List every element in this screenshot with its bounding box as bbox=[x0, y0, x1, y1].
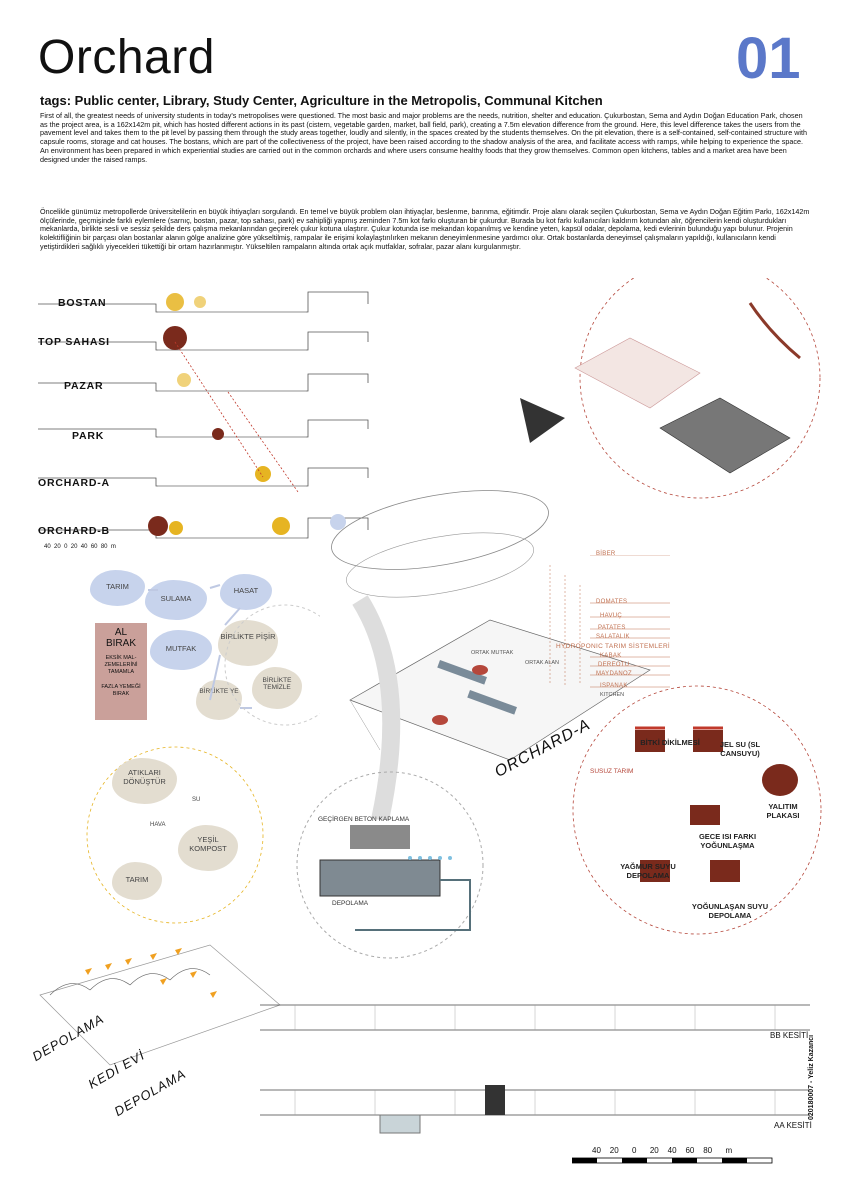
dry-step-jel: JEL SU (SL CANSUYU) bbox=[719, 740, 761, 758]
section-label-park: PARK bbox=[72, 430, 105, 442]
al-birak-box: AL BIRAK EKSİK MAL-ZEMELERİNİ TAMAMLA FA… bbox=[95, 623, 147, 720]
section-label-orchard-a: ORCHARD-A bbox=[38, 477, 110, 489]
dry-farming-drawing bbox=[572, 685, 822, 935]
dry-step-gece: GECE ISI FARKI YOĞUNLAŞMA bbox=[698, 832, 757, 850]
depolama-label: DEPOLAMA bbox=[332, 900, 369, 907]
section-label-top-sahasi: TOP SAHASI bbox=[38, 336, 110, 348]
dry-step-yagmur: YAĞMUR SUYU DEPOLAMA bbox=[620, 862, 676, 880]
section-label-bostan: BOSTAN bbox=[58, 297, 107, 309]
plant-label-domates: DOMATES bbox=[596, 599, 628, 605]
su-label: SU bbox=[192, 797, 201, 803]
page-title: Orchard bbox=[38, 31, 215, 84]
dry-step-yalitim: YALITIM PLAKASI bbox=[766, 802, 800, 820]
plant-label-kabak: KABAK bbox=[600, 653, 622, 659]
cycle-arrows bbox=[148, 584, 320, 726]
plan-label-kitchen: KITCHEN bbox=[600, 692, 625, 698]
site-sections-drawing bbox=[38, 291, 369, 539]
plant-label-havuc: HAVUÇ bbox=[600, 613, 623, 619]
blob-tarim: TARIM bbox=[90, 570, 145, 606]
blob-waste-tarim: TARIM bbox=[112, 862, 162, 900]
plant-label-biber: BİBER bbox=[596, 551, 616, 557]
blob-birlikte-pisir: BİRLİKTE PİŞİR bbox=[218, 620, 278, 666]
bottom-scale-bar bbox=[572, 1157, 773, 1164]
bb-section-label: BB KESİTİ bbox=[770, 1031, 809, 1040]
plan-label-ortak-alan: ORTAK ALAN bbox=[525, 660, 560, 666]
plant-label-ispanak: ISPANAK bbox=[600, 683, 628, 689]
description-turkish: Öncelikle günümüz metropollerde üniversi… bbox=[40, 207, 810, 251]
section-label-orchard-b: ORCHARD-B bbox=[38, 525, 110, 537]
plant-label-hydroponic: HYDROPONIC TARIM SİSTEMLERİ bbox=[556, 643, 671, 650]
plant-label-dereotu: DEREOTU bbox=[598, 662, 630, 668]
sheet-number: 01 bbox=[736, 26, 801, 91]
section-label-pazar: PAZAR bbox=[64, 380, 104, 392]
bottom-scale-labels: 40 20 0 20 40 60 80 m bbox=[592, 1146, 733, 1155]
hava-label: HAVA bbox=[150, 822, 166, 828]
plant-label-salatalik: SALATALIK bbox=[596, 634, 630, 640]
aa-section-label: AA KESİTİ bbox=[774, 1121, 812, 1130]
blob-birlikte-ye: BİRLİKTE YE bbox=[196, 680, 242, 720]
blob-birlikte-temizle: BİRLİKTE TEMİZLE bbox=[252, 667, 302, 709]
dry-step-bitki: BİTKİ DİKİLMESİ bbox=[640, 738, 700, 747]
susuz-tarim-label: SUSUZ TARIM bbox=[590, 768, 634, 775]
dry-step-yogunlasan: YOĞUNLAŞAN SUYU DEPOLAMA bbox=[691, 902, 769, 920]
exploded-axonometric bbox=[331, 490, 651, 820]
plan-label-ortak-mutfak: ORTAK MUTFAK bbox=[471, 650, 514, 656]
section-scale: 40 20 0 20 40 60 80 m bbox=[44, 544, 116, 550]
building-sections bbox=[260, 1004, 810, 1134]
tags-line: tags: Public center, Library, Study Cent… bbox=[40, 93, 603, 108]
blob-mutfak: MUTFAK bbox=[150, 630, 212, 670]
paving-circle-drawing bbox=[296, 771, 484, 959]
al-birak-line2: FAZLA YEMEĞİ BIRAK bbox=[101, 684, 141, 697]
paving-title: GEÇİRGEN BETON KAPLAMA bbox=[318, 816, 410, 823]
plant-leader-lines bbox=[549, 555, 670, 688]
al-birak-line1: EKSİK MAL-ZEMELERİNİ TAMAMLA bbox=[104, 655, 138, 675]
plant-label-patates: PATATES bbox=[598, 625, 626, 631]
al-birak-title: AL BIRAK bbox=[105, 627, 136, 649]
blob-hasat: HASAT bbox=[220, 574, 272, 610]
blob-sulama: SULAMA bbox=[145, 580, 207, 620]
blob-kompost: YEŞİL KOMPOST bbox=[178, 825, 238, 871]
author-credit: 020180007 - Yeliz Kazancı bbox=[808, 1034, 815, 1120]
description-english: First of all, the greatest needs of univ… bbox=[40, 111, 807, 164]
detail-circle-drawing bbox=[520, 278, 821, 499]
blob-atiklari: ATIKLARI DÖNÜŞTÜR bbox=[112, 758, 177, 804]
waste-circle-drawing bbox=[86, 746, 264, 924]
plant-label-maydanoz: MAYDANOZ bbox=[596, 671, 632, 677]
